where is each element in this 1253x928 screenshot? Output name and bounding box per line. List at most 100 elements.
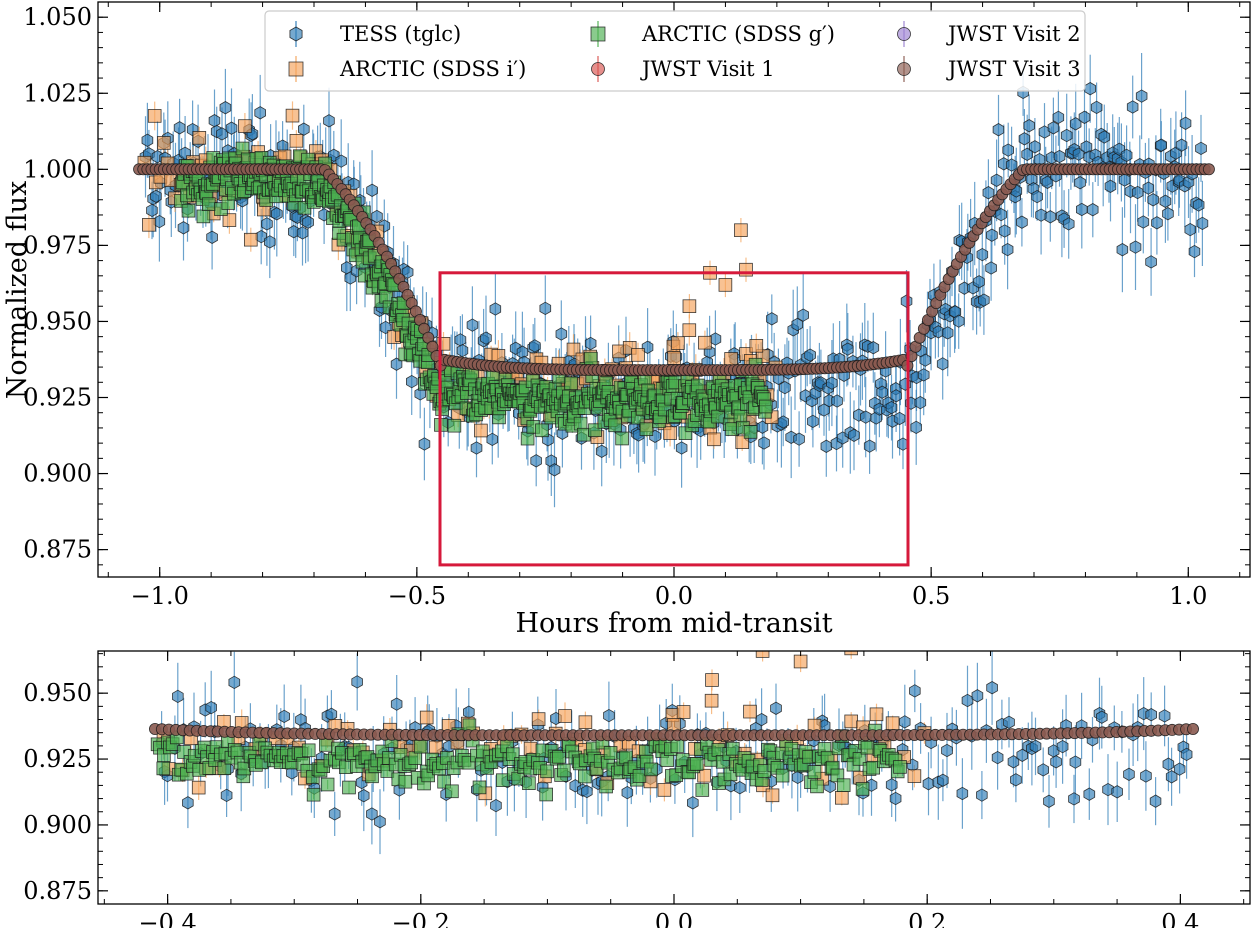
zoom-point-arctic-g [855, 782, 870, 796]
zoom-xtick-label: 0.0 [655, 909, 693, 928]
main-point-tess [1142, 181, 1155, 195]
main-point-tess [914, 395, 927, 410]
main-point-tess [807, 414, 819, 429]
main-point-arctic-i [147, 109, 162, 123]
main-point-tess [297, 122, 310, 136]
zoom-point-arctic-g [398, 774, 413, 789]
main-point-tess [302, 215, 314, 229]
main-point-tess [405, 374, 418, 389]
zoom-point-tess [172, 689, 184, 704]
zoom-point-tess [182, 796, 194, 810]
zoom-point-tess [941, 743, 953, 758]
zoom-point-tess [976, 788, 988, 802]
main-point-arctic-g [759, 399, 773, 414]
zoom-point-tess [991, 750, 1004, 765]
main-point-tess [1129, 240, 1142, 254]
zoom-point-arctic-i [419, 710, 434, 725]
zoom-point-tess [228, 675, 241, 690]
legend-marker-jwst-2 [897, 21, 911, 47]
main-x-axis-title: Hours from mid-transit [515, 608, 832, 639]
main-ytick-label: 0.975 [23, 231, 92, 259]
legend-frame [264, 10, 1086, 92]
main-point-tess [254, 106, 267, 120]
legend-marker-arctic-i [288, 56, 304, 82]
main-point-tess [216, 127, 228, 141]
main-point-tess [1023, 119, 1035, 133]
main-axis-ticks: −1.0 −0.5 0.0 0.5 1.0 0.875 0.900 0.925 0.950 0.9… [23, 1, 1250, 610]
zoom-point-arctic-g [540, 764, 554, 779]
zoom-point-tess [909, 684, 921, 698]
zoom-point-arctic-i [869, 707, 884, 722]
zoom-ytick-label: 0.875 [23, 877, 92, 905]
zoom-point-arctic-g [342, 780, 356, 795]
main-xtick-label: 0.0 [655, 582, 693, 610]
zoom-point-arctic-i [191, 780, 206, 795]
zoom-point-tess [885, 778, 898, 792]
main-point-arctic-g [584, 351, 598, 366]
zoom-axis-ticks: −0.4 −0.2 0.0 0.2 0.4 0.875 0.900 0.925 0.950 [23, 651, 1250, 928]
main-point-tess [863, 439, 876, 453]
main-point-arctic-i [724, 352, 738, 366]
zoom-point-arctic-g [632, 769, 647, 783]
zoom-point-tess [1069, 755, 1082, 769]
zoom-xtick-label: −0.4 [138, 909, 196, 928]
main-point-tess [890, 389, 902, 403]
main-point-tess [489, 302, 502, 316]
main-point-tess [1192, 198, 1205, 212]
zoom-data-points [150, 651, 1193, 829]
main-point-tess [1002, 143, 1014, 157]
main-ytick-label: 0.900 [23, 460, 92, 488]
main-jwst-model-points [133, 163, 1215, 377]
zoom-point-arctic-g [320, 777, 335, 792]
main-point-tess [1159, 194, 1172, 208]
zoom-point-tess [1111, 785, 1123, 799]
main-point-arctic-i [243, 232, 258, 247]
zoom-point-tess [1003, 715, 1015, 729]
zoom-ytick-label: 0.950 [23, 679, 92, 707]
main-point-tess [917, 368, 930, 382]
main-point-tess [867, 341, 880, 355]
zoom-point-arctic-i [578, 715, 593, 729]
main-point-tess [1016, 215, 1028, 229]
zoom-point-tess [1149, 794, 1162, 808]
main-point-tess [758, 436, 770, 450]
zoom-point-arctic-g [306, 787, 321, 802]
main-point-tess [539, 301, 552, 316]
main-point-arctic-g [201, 197, 216, 212]
main-point-tess [466, 318, 479, 332]
legend-symbol-arctic-g [590, 26, 606, 42]
main-point-arctic-g [564, 376, 578, 391]
main-point-tess [1184, 222, 1196, 237]
zoom-point-tess [1180, 747, 1193, 762]
zoom-point-tess [357, 789, 370, 803]
main-point-arctic-i [142, 217, 156, 232]
main-point-tess [1155, 138, 1167, 152]
main-point-tess [271, 207, 283, 221]
main-point-tess [548, 463, 561, 477]
zoom-point-tess [1162, 757, 1175, 771]
main-point-tess [516, 345, 529, 359]
zoom-point-arctic-g [156, 761, 171, 776]
main-point-arctic-g [535, 423, 549, 438]
main-xtick-label: 1.0 [1169, 582, 1207, 610]
main-point-arctic-i [222, 213, 237, 227]
main-point-tess [709, 332, 722, 346]
main-point-tess [454, 333, 467, 347]
main-point-arctic-i [749, 338, 764, 353]
main-point-arctic-i [285, 108, 300, 123]
main-point-arctic-g [743, 425, 758, 439]
main-point-tess [804, 348, 816, 362]
legend-symbol-jwst-1 [591, 62, 605, 76]
zoom-point-arctic-g [836, 778, 851, 792]
zoom-point-arctic-g [599, 779, 613, 794]
main-point-tess [797, 308, 809, 322]
main-point-tess [1188, 244, 1201, 259]
main-point-tess [1116, 243, 1129, 257]
legend: TESS (tglc) ARCTIC (SDSS i′) ARCTIC (SDS… [264, 10, 1086, 92]
zoom-point-tess [937, 773, 949, 787]
zoom-point-arctic-g [775, 768, 790, 783]
main-point-arctic-g [181, 203, 196, 218]
zoom-point-arctic-i [697, 768, 711, 783]
main-point-arctic-g [196, 209, 211, 224]
zoom-point-arctic-g [726, 741, 740, 756]
